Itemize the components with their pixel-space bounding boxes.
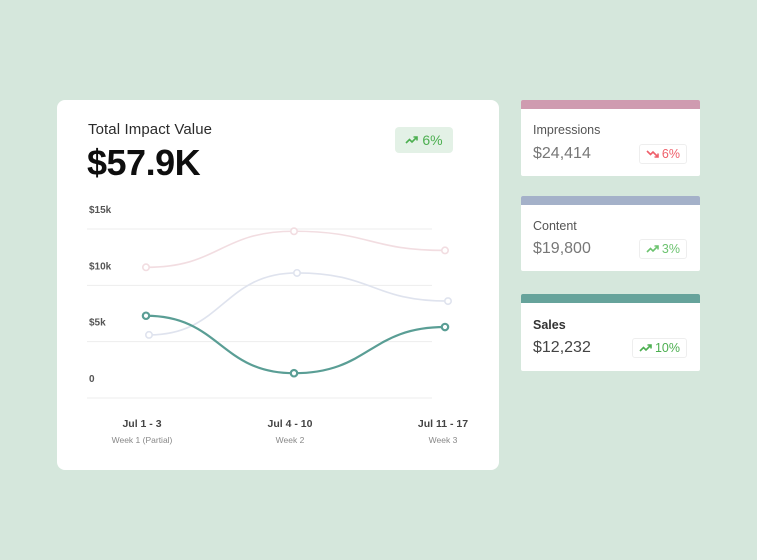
stat-color-bar [521,196,700,205]
data-point-impressions [142,263,151,272]
stat-card-impressions: Impressions $24,414 6% [521,100,700,176]
card-title: Total Impact Value [88,121,213,138]
data-point-sales [440,322,450,332]
stat-label: Content [533,219,577,233]
data-point-content [293,268,302,277]
stat-change: 6% [661,147,680,161]
stat-label: Impressions [533,123,601,137]
data-point-sales [289,368,299,378]
data-point-content [145,330,154,339]
change-value: 6% [422,132,443,148]
x-tick-sublabel: Week 3 [429,435,458,445]
trend-up-icon [646,245,659,253]
trend-down-icon [646,150,659,158]
stat-color-bar [521,100,700,109]
stat-change: 3% [661,242,680,256]
data-point-impressions [290,227,299,236]
line-chart: 0 $5k $10k $15k Jul 1 - 3 Week 1 (Partial) Jul… [87,205,468,445]
y-tick-label: $10k [89,261,112,272]
series-line-sales [145,314,446,375]
stat-label: Sales [533,318,566,332]
y-tick-label: 0 [89,374,95,385]
y-tick-label: $15k [89,205,112,216]
series-line-impressions [145,230,446,269]
stat-value: $12,232 [533,339,591,356]
stat-change-badge: 3% [638,239,687,259]
stat-value: $24,414 [533,145,591,162]
total-value: $57.9K [87,142,201,183]
stat-change: 10% [654,341,680,355]
data-point-content [443,297,452,306]
stat-change-badge: 6% [638,144,687,164]
stat-card-sales: Sales $12,232 10% [521,294,700,371]
x-tick-label: Jul 11 - 17 [418,418,468,430]
x-tick-label: Jul 1 - 3 [122,418,161,430]
stat-color-bar [521,294,700,303]
change-badge: 6% [395,127,453,153]
x-tick-label: Jul 4 - 10 [268,418,313,430]
trend-up-icon [639,344,652,352]
x-tick-sublabel: Week 1 (Partial) [112,435,173,445]
stat-value: $19,800 [533,240,591,257]
stat-change-badge: 10% [631,338,687,358]
total-impact-card: Total Impact Value $57.9K 6% 0 $5k $10k $15… [57,100,499,470]
data-point-sales [141,311,151,321]
y-tick-label: $5k [89,318,106,329]
x-tick-sublabel: Week 2 [276,435,305,445]
data-point-impressions [440,246,449,255]
trend-up-icon [405,136,419,144]
stat-card-content: Content $19,800 3% [521,196,700,271]
